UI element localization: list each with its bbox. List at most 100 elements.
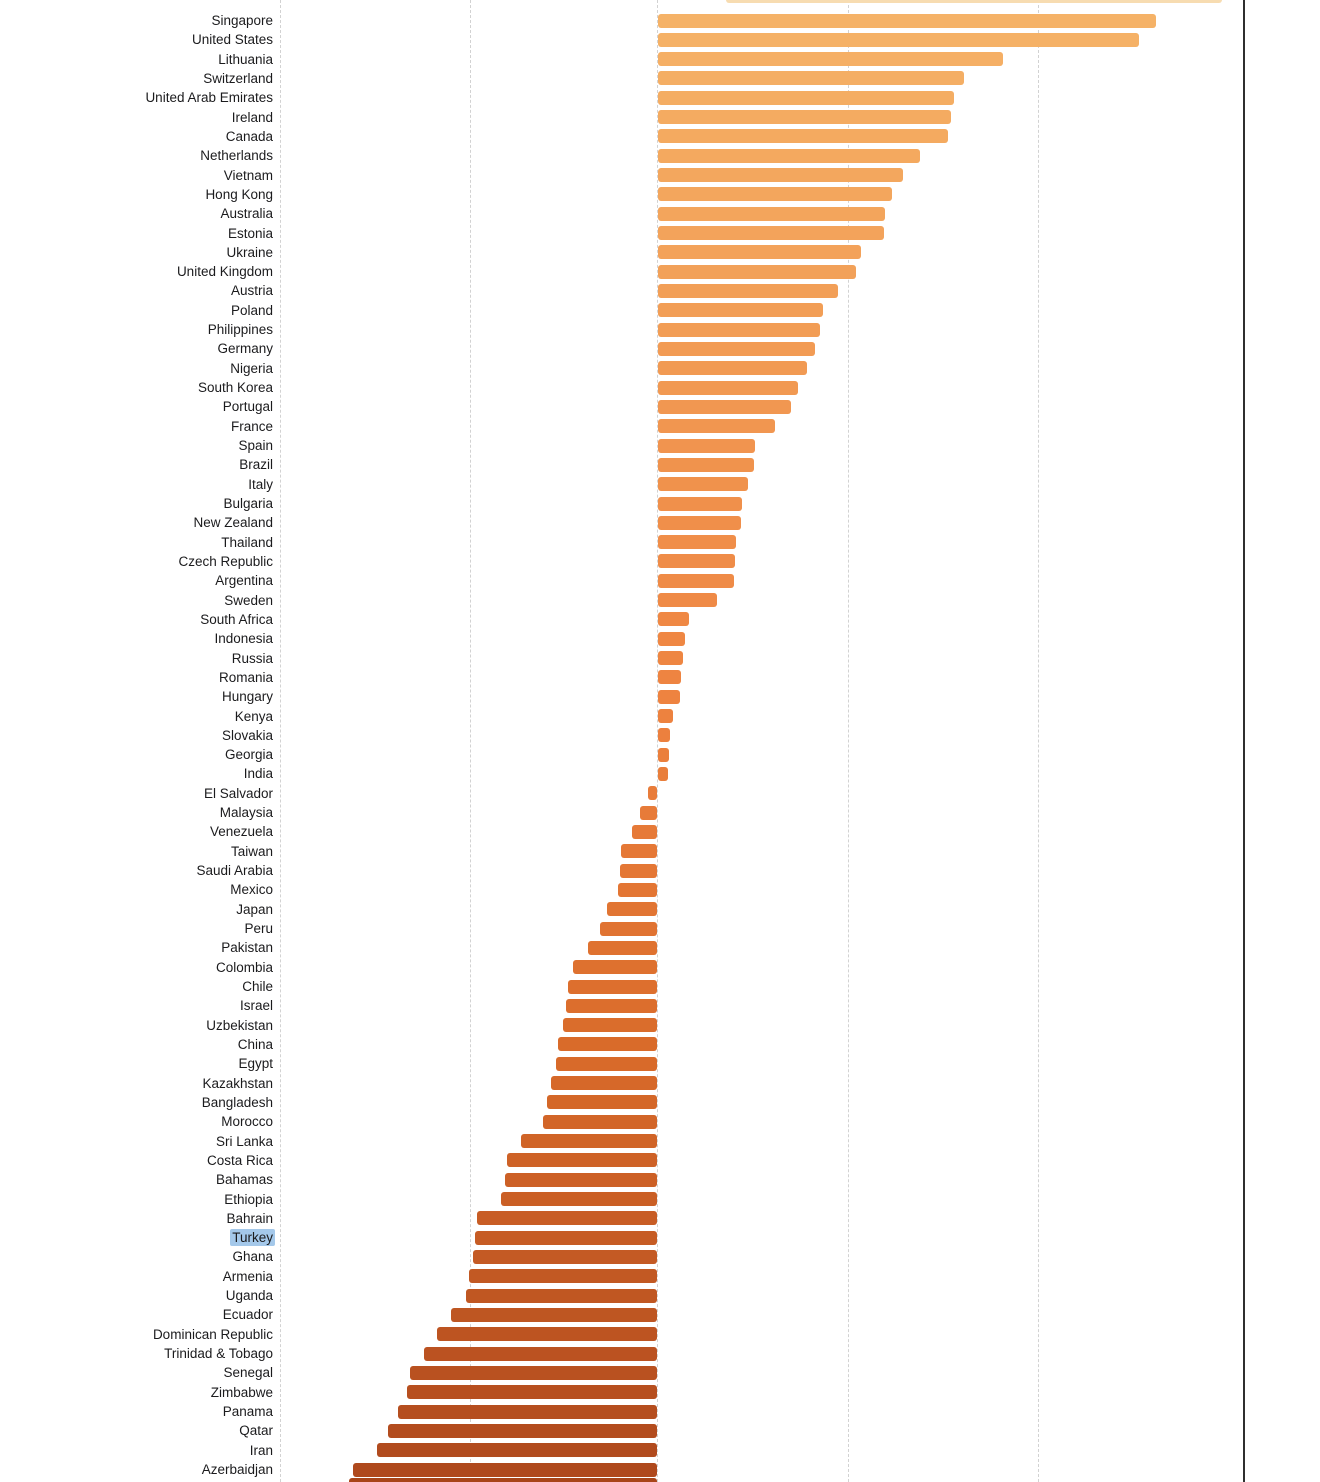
row-label-thailand[interactable]: Thailand xyxy=(221,534,273,550)
row-label-nigeria[interactable]: Nigeria xyxy=(230,360,273,376)
row-label-uzbekistan[interactable]: Uzbekistan xyxy=(206,1017,273,1033)
row-label-trinidad-tobago[interactable]: Trinidad & Tobago xyxy=(164,1346,273,1362)
bar-indonesia[interactable] xyxy=(658,631,685,646)
row-label-mexico[interactable]: Mexico xyxy=(230,882,273,898)
bar-thailand[interactable] xyxy=(658,535,736,550)
bar-dominican-republic[interactable] xyxy=(437,1327,657,1342)
bar-bahrain[interactable] xyxy=(477,1211,657,1226)
row-label-philippines[interactable]: Philippines xyxy=(207,322,273,338)
row-label-germany[interactable]: Germany xyxy=(217,341,273,357)
row-label-bahamas[interactable]: Bahamas xyxy=(215,1172,273,1188)
bar-united-states[interactable] xyxy=(658,32,1139,47)
row-label-pakistan[interactable]: Pakistan xyxy=(221,940,273,956)
row-label-netherlands[interactable]: Netherlands xyxy=(200,148,273,164)
bar-armenia[interactable] xyxy=(469,1269,657,1284)
bar-south-korea[interactable] xyxy=(658,380,798,395)
bar-malaysia[interactable] xyxy=(640,805,657,820)
row-label-bahrain[interactable]: Bahrain xyxy=(226,1210,273,1226)
row-label-switzerland[interactable]: Switzerland xyxy=(203,70,273,86)
row-label-taiwan[interactable]: Taiwan xyxy=(230,843,273,859)
row-label-estonia[interactable]: Estonia xyxy=(227,225,273,241)
row-label-ethiopia[interactable]: Ethiopia xyxy=(224,1191,273,1207)
bar-kenya[interactable] xyxy=(658,709,673,724)
row-label-chile[interactable]: Chile xyxy=(242,979,273,994)
row-label-georgia[interactable]: Georgia xyxy=(224,747,273,763)
row-label-senegal[interactable]: Senegal xyxy=(223,1365,273,1381)
bar-united-kingdom[interactable] xyxy=(658,264,856,279)
bar-peru[interactable] xyxy=(600,921,657,936)
bar-panama[interactable] xyxy=(398,1404,657,1419)
row-label-malaysia[interactable]: Malaysia xyxy=(219,805,273,821)
bar-uzbekistan[interactable] xyxy=(563,1018,657,1033)
bar-azerbaidjan[interactable] xyxy=(353,1462,657,1477)
row-label-brazil[interactable]: Brazil xyxy=(239,457,273,473)
row-label-uganda[interactable]: Uganda xyxy=(225,1288,273,1304)
row-label-new-zealand[interactable]: New Zealand xyxy=(193,515,273,531)
bar-slovakia[interactable] xyxy=(658,728,670,743)
bar-australia[interactable] xyxy=(658,206,885,221)
row-label-slovakia[interactable]: Slovakia xyxy=(221,727,273,743)
row-label-austria[interactable]: Austria xyxy=(230,283,273,299)
row-label-united-kingdom[interactable]: United Kingdom xyxy=(176,264,273,280)
bar-hungary[interactable] xyxy=(658,689,680,704)
bar-trinidad-tobago[interactable] xyxy=(424,1346,657,1361)
row-label-venezuela[interactable]: Venezuela xyxy=(209,824,273,840)
bar-pakistan[interactable] xyxy=(588,940,657,955)
bar-hong-kong[interactable] xyxy=(658,187,892,202)
bar-new-zealand[interactable] xyxy=(658,515,741,530)
row-label-japan[interactable]: Japan xyxy=(236,901,273,917)
bar-ireland[interactable] xyxy=(658,110,951,125)
bar-taiwan[interactable] xyxy=(621,844,657,859)
row-label-ecuador[interactable]: Ecuador xyxy=(222,1307,273,1323)
row-label-israel[interactable]: Israel xyxy=(239,998,273,1014)
bar-israel[interactable] xyxy=(566,998,657,1013)
row-label-kazakhstan[interactable]: Kazakhstan xyxy=(202,1075,273,1091)
bar-georgia[interactable] xyxy=(658,747,669,762)
bar-lithuania[interactable] xyxy=(658,52,1003,67)
bar-netherlands[interactable] xyxy=(658,148,920,163)
bar-south-africa[interactable] xyxy=(658,612,689,627)
row-label-kenya[interactable]: Kenya xyxy=(234,708,273,724)
bar-india[interactable] xyxy=(658,766,668,781)
row-label-ireland[interactable]: Ireland xyxy=(231,109,273,125)
bar-russia[interactable] xyxy=(658,651,683,666)
bar-turkey[interactable] xyxy=(475,1230,657,1245)
bar-bahamas[interactable] xyxy=(505,1172,657,1187)
row-label-singapore[interactable]: Singapore xyxy=(211,13,273,28)
bar-philippines[interactable] xyxy=(658,322,820,337)
bar-qatar[interactable] xyxy=(388,1423,657,1438)
row-label-morocco[interactable]: Morocco xyxy=(221,1114,273,1130)
bar-morocco[interactable] xyxy=(543,1114,657,1129)
row-label-colombia[interactable]: Colombia xyxy=(215,959,273,975)
row-label-united-states[interactable]: United States xyxy=(191,32,273,48)
row-label-czech-republic[interactable]: Czech Republic xyxy=(178,553,273,569)
bar-germany[interactable] xyxy=(658,341,815,356)
row-label-costa-rica[interactable]: Costa Rica xyxy=(206,1152,273,1168)
bar-iran[interactable] xyxy=(377,1443,657,1458)
row-label-bangladesh[interactable]: Bangladesh xyxy=(201,1094,273,1110)
bar-italy[interactable] xyxy=(658,477,748,492)
bar-chile[interactable] xyxy=(568,979,657,994)
bar-united-arab-emirates[interactable] xyxy=(658,90,954,105)
row-label-portugal[interactable]: Portugal xyxy=(222,399,273,415)
bar-singapore[interactable] xyxy=(658,13,1156,28)
row-label-sweden[interactable]: Sweden xyxy=(224,592,273,608)
bar-kazakhstan[interactable] xyxy=(551,1076,657,1091)
bar-austria[interactable] xyxy=(658,283,838,298)
bar-romania[interactable] xyxy=(658,670,681,685)
bar-china[interactable] xyxy=(558,1037,657,1052)
bar-costa-rica[interactable] xyxy=(507,1153,657,1168)
row-label-sri-lanka[interactable]: Sri Lanka xyxy=(215,1133,273,1149)
bar-vietnam[interactable] xyxy=(658,168,903,183)
bar-france[interactable] xyxy=(658,419,775,434)
row-label-turkey[interactable]: Turkey xyxy=(0,1228,275,1247)
row-label-armenia[interactable]: Armenia xyxy=(222,1268,273,1284)
row-label-qatar[interactable]: Qatar xyxy=(239,1423,273,1439)
row-label-italy[interactable]: Italy xyxy=(248,476,273,492)
row-label-ghana[interactable]: Ghana xyxy=(232,1249,273,1265)
row-label-spain[interactable]: Spain xyxy=(238,438,273,454)
bar-argentina[interactable] xyxy=(658,573,734,588)
bar-spain[interactable] xyxy=(658,438,755,453)
row-label-india[interactable]: India xyxy=(243,766,273,782)
bar-bulgaria[interactable] xyxy=(658,496,742,511)
